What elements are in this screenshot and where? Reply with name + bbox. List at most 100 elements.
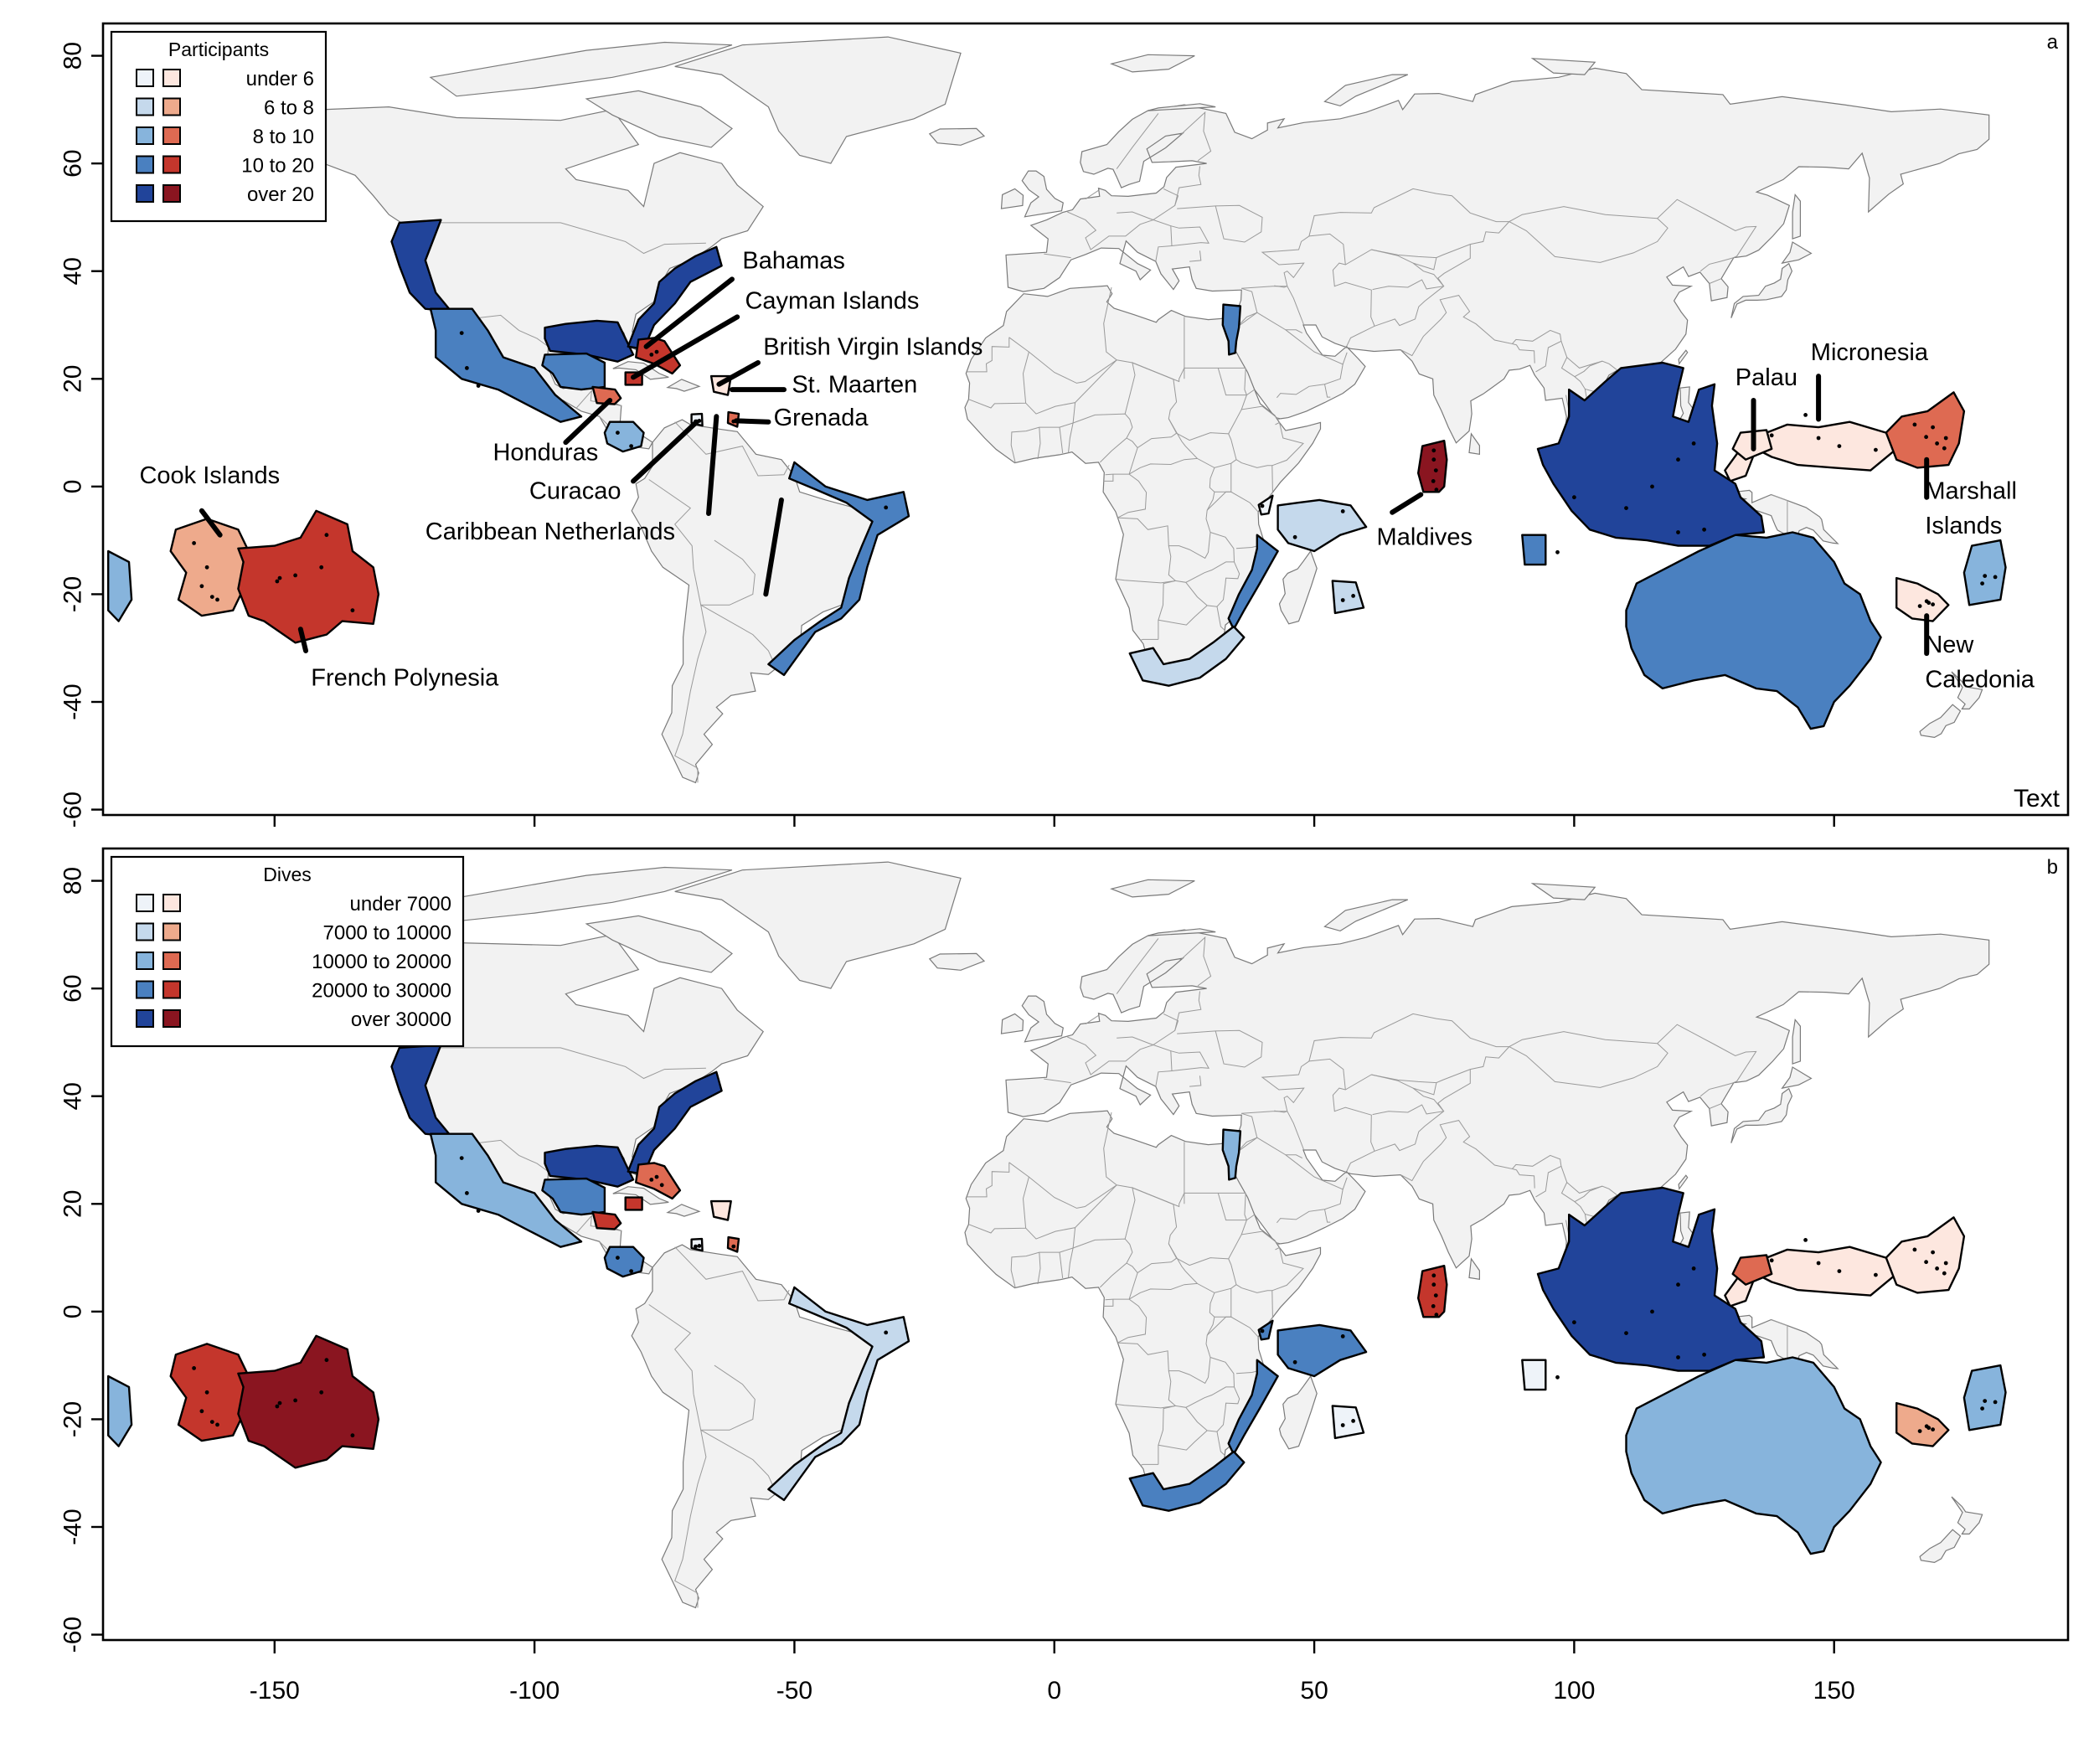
island-dot: [1942, 446, 1947, 451]
island-dot: [1431, 1304, 1436, 1308]
country-border: [1117, 1298, 1148, 1344]
region-fiji[interactable]: [1962, 539, 2007, 606]
island-dot: [209, 595, 214, 599]
island-dot: [1691, 1266, 1696, 1271]
land-japan: [1730, 262, 1793, 318]
label-caribnl: Caribbean Netherlands: [426, 518, 675, 545]
country-border: [1117, 467, 1215, 560]
region-honduras[interactable]: [591, 1210, 622, 1230]
label-maldives: Maldives: [1377, 524, 1473, 550]
island-dot: [204, 1390, 209, 1395]
island-dot: [616, 431, 620, 435]
country-border: [1412, 1082, 1437, 1096]
region-mauritius[interactable]: [1331, 580, 1365, 615]
region-south-africa[interactable]: [1128, 625, 1246, 687]
region-gulf[interactable]: [544, 319, 635, 363]
region-egypt[interactable]: [1221, 303, 1242, 356]
label-bvi: British Virgin Islands: [763, 333, 983, 360]
island-dot: [1942, 1271, 1947, 1276]
country-border: [1105, 447, 1138, 476]
region-newcal[interactable]: [1895, 1401, 1950, 1447]
country-border: [1174, 991, 1202, 1031]
region-bvi[interactable]: [709, 1199, 732, 1221]
region-panama[interactable]: [603, 420, 645, 453]
leader-line: [643, 276, 735, 349]
country-borders: [321, 111, 1788, 783]
region-frpoly[interactable]: [237, 509, 380, 644]
region-brazil[interactable]: [767, 461, 910, 677]
legend-swatch-red: [162, 1009, 181, 1028]
region-andaman[interactable]: [1521, 534, 1547, 566]
region-brazil[interactable]: [767, 1286, 910, 1502]
region-mozambique[interactable]: [1227, 534, 1279, 631]
region-egypt[interactable]: [1221, 1128, 1242, 1181]
region-gulf[interactable]: [544, 1144, 635, 1188]
x-tick-label: 100: [1553, 1677, 1595, 1705]
land-novaya-zemlya: [1323, 74, 1409, 107]
country-border: [415, 222, 706, 255]
region-mauritius[interactable]: [1331, 1405, 1365, 1440]
x-tick-label: -100: [509, 1677, 560, 1705]
region-palau[interactable]: [1731, 1254, 1773, 1286]
region-frpoly[interactable]: [237, 1334, 380, 1469]
region-se-asia[interactable]: [1536, 361, 1766, 547]
country-border: [968, 1176, 1029, 1234]
region-hawaii[interactable]: [106, 1375, 133, 1447]
region-seychelles[interactable]: [1277, 498, 1368, 553]
y-tick-label: -20: [59, 576, 87, 612]
land-scandinavian-north: [1148, 103, 1216, 111]
region-fiji[interactable]: [1962, 1364, 2007, 1431]
country-border: [1771, 494, 1788, 536]
island-dot: [654, 1174, 659, 1179]
region-baja[interactable]: [429, 1132, 583, 1248]
region-south-africa[interactable]: [1128, 1450, 1246, 1512]
island-dot: [1943, 1261, 1948, 1266]
region-yucatan[interactable]: [541, 1177, 606, 1216]
region-us-east[interactable]: [627, 245, 723, 351]
island-dot: [1691, 441, 1696, 446]
region-maldives[interactable]: [1417, 440, 1448, 493]
country-border: [1072, 413, 1133, 463]
island-dot: [1993, 1400, 1998, 1405]
region-hawaii[interactable]: [106, 549, 133, 622]
panel-b-dives-map: 80 60 40 20 0 -20 -40 -60 b Dives under 7000 7000 t…: [59, 847, 2070, 1653]
island-dot: [465, 366, 469, 370]
land-new-zealand-s: [1919, 1529, 1962, 1564]
region-maldives[interactable]: [1417, 1265, 1448, 1318]
country-border: [1509, 1043, 1668, 1088]
island-dot: [1650, 1309, 1654, 1314]
country-border: [1105, 1272, 1138, 1301]
land-arctic-islands: [429, 41, 733, 97]
region-newcal[interactable]: [1895, 576, 1950, 622]
land-south-america: [631, 1244, 874, 1609]
region-yucatan[interactable]: [541, 352, 606, 391]
island-dot: [277, 575, 282, 580]
region-baja[interactable]: [429, 307, 583, 423]
island-dot: [209, 1420, 214, 1424]
country-border: [1271, 1246, 1304, 1292]
y-tick-label: 80: [59, 42, 87, 70]
region-cayman[interactable]: [624, 1196, 643, 1211]
region-mozambique[interactable]: [1227, 1359, 1279, 1456]
region-honduras[interactable]: [591, 385, 622, 405]
y-tick-label: 40: [59, 257, 87, 285]
land-new-zealand-s: [1919, 704, 1962, 739]
region-seychelles[interactable]: [1277, 1323, 1368, 1378]
region-australia[interactable]: [1625, 1356, 1882, 1555]
country-border: [1085, 1014, 1099, 1025]
region-marshall[interactable]: [1885, 391, 1966, 469]
region-andaman[interactable]: [1521, 1359, 1547, 1391]
region-cook[interactable]: [169, 1343, 250, 1442]
region-se-asia[interactable]: [1536, 1186, 1766, 1372]
region-bahamas[interactable]: [635, 1162, 682, 1200]
leader-line: [733, 418, 771, 425]
region-panama[interactable]: [603, 1246, 645, 1278]
island-dot: [1431, 457, 1436, 462]
region-marshall[interactable]: [1885, 1216, 1966, 1294]
region-australia[interactable]: [1625, 531, 1882, 730]
region-kenya[interactable]: [1257, 1319, 1274, 1341]
region-kenya[interactable]: [1257, 494, 1274, 516]
region-us-east[interactable]: [627, 1070, 723, 1176]
region-cook[interactable]: [169, 518, 250, 617]
country-border: [1342, 1177, 1348, 1190]
